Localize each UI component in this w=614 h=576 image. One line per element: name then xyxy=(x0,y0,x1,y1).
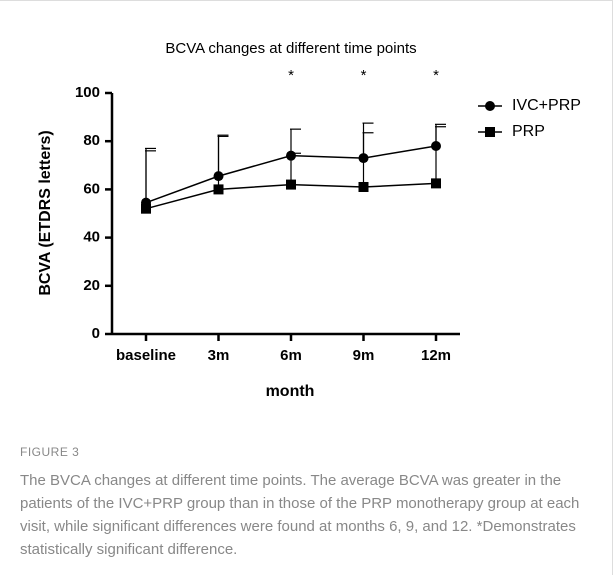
significance-mark: * xyxy=(361,67,367,84)
chart: BCVA changes at different time points BC… xyxy=(37,40,581,400)
x-tick-label: baseline xyxy=(116,347,176,364)
y-axis-label: BCVA (ETDRS letters) xyxy=(37,130,54,295)
y-tick-label: 20 xyxy=(83,277,100,294)
point xyxy=(141,203,151,214)
point xyxy=(485,101,495,111)
x-tick-label: 3m xyxy=(208,347,230,364)
y-tick-label: 40 xyxy=(83,229,100,246)
point xyxy=(431,178,441,189)
x-axis-label: month xyxy=(266,383,315,400)
x-tick-label: 9m xyxy=(353,347,375,364)
figure-caption: The BVCA changes at different time point… xyxy=(20,472,580,558)
y-tick-label: 80 xyxy=(83,132,100,149)
chart-title: BCVA changes at different time points xyxy=(165,40,416,57)
point xyxy=(286,179,296,190)
point xyxy=(485,127,495,137)
figure-label: FIGURE 3 xyxy=(20,445,80,459)
y-tick-label: 100 xyxy=(75,84,100,101)
point xyxy=(358,181,369,192)
legend-label: IVC+PRP xyxy=(512,97,581,114)
x-tick-label: 6m xyxy=(280,347,302,364)
x-tick-label: 12m xyxy=(421,347,451,364)
legend-label: PRP xyxy=(512,123,545,140)
point xyxy=(213,184,224,195)
y-tick-label: 60 xyxy=(83,180,100,197)
significance-mark: * xyxy=(433,67,439,84)
y-tick-label: 0 xyxy=(92,325,100,342)
significance-mark: * xyxy=(288,67,294,84)
